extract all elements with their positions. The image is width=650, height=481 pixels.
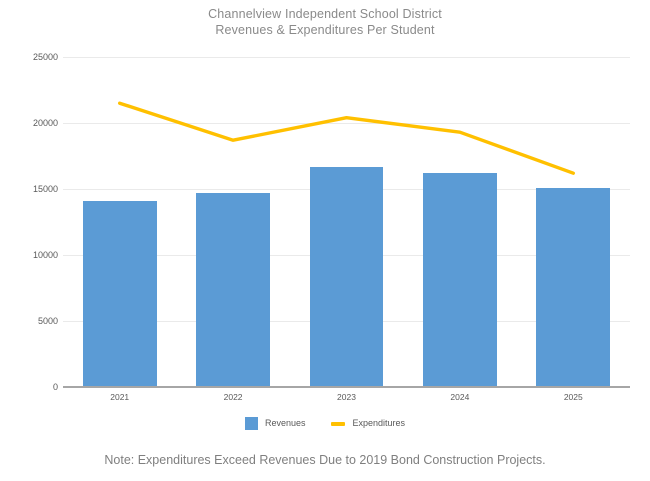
legend-bar-swatch-icon <box>244 417 258 430</box>
x-axis-tick-label-2025: 2025 <box>563 392 583 402</box>
y-axis-tick-label: 10000 <box>32 250 58 260</box>
bar-2022[interactable] <box>196 192 270 387</box>
legend-label-revenues: Revenues <box>264 418 306 428</box>
y-axis-tick-label: 25000 <box>32 52 58 62</box>
y-axis-tick-label: 15000 <box>32 184 58 194</box>
chart-title-line2: Revenues & Expenditures Per Student <box>215 23 435 37</box>
bar-2024[interactable] <box>423 173 497 387</box>
legend-item-revenues[interactable]: Revenues <box>244 417 306 430</box>
x-axis-tick-label-2022: 2022 <box>223 392 243 402</box>
plot-area <box>63 57 630 387</box>
bar-2021[interactable] <box>82 200 157 387</box>
y-axis-tick-label: 20000 <box>32 118 58 128</box>
x-axis-tick-label-2024: 2024 <box>450 392 470 402</box>
chart-footnote: Note: Expenditures Exceed Revenues Due t… <box>104 453 546 467</box>
x-axis-tick-label-2021: 2021 <box>110 392 130 402</box>
legend-item-expenditures[interactable]: Expenditures <box>331 418 405 429</box>
x-axis-line <box>63 386 630 388</box>
legend-label-expenditures: Expenditures <box>352 418 406 428</box>
gridline <box>63 57 630 58</box>
chart-title: Channelview Independent School District R… <box>0 6 650 38</box>
bar-2023[interactable] <box>309 166 384 387</box>
y-axis-tick-label: 0 <box>52 382 58 392</box>
x-axis-tick-label-2023: 2023 <box>337 392 356 402</box>
y-axis-tick-label: 5000 <box>37 316 58 326</box>
legend-line-swatch-icon <box>331 421 346 426</box>
bar-2025[interactable] <box>536 187 611 387</box>
y-axis-tick-labels: 0 5000 10000 15000 20000 25000 <box>0 0 58 481</box>
chart-legend: Revenues Expenditures <box>0 417 650 430</box>
chart-title-line1: Channelview Independent School District <box>208 7 442 21</box>
gridline <box>63 123 630 124</box>
